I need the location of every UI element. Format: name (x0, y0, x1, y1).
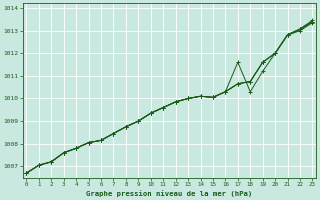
X-axis label: Graphe pression niveau de la mer (hPa): Graphe pression niveau de la mer (hPa) (86, 190, 252, 197)
